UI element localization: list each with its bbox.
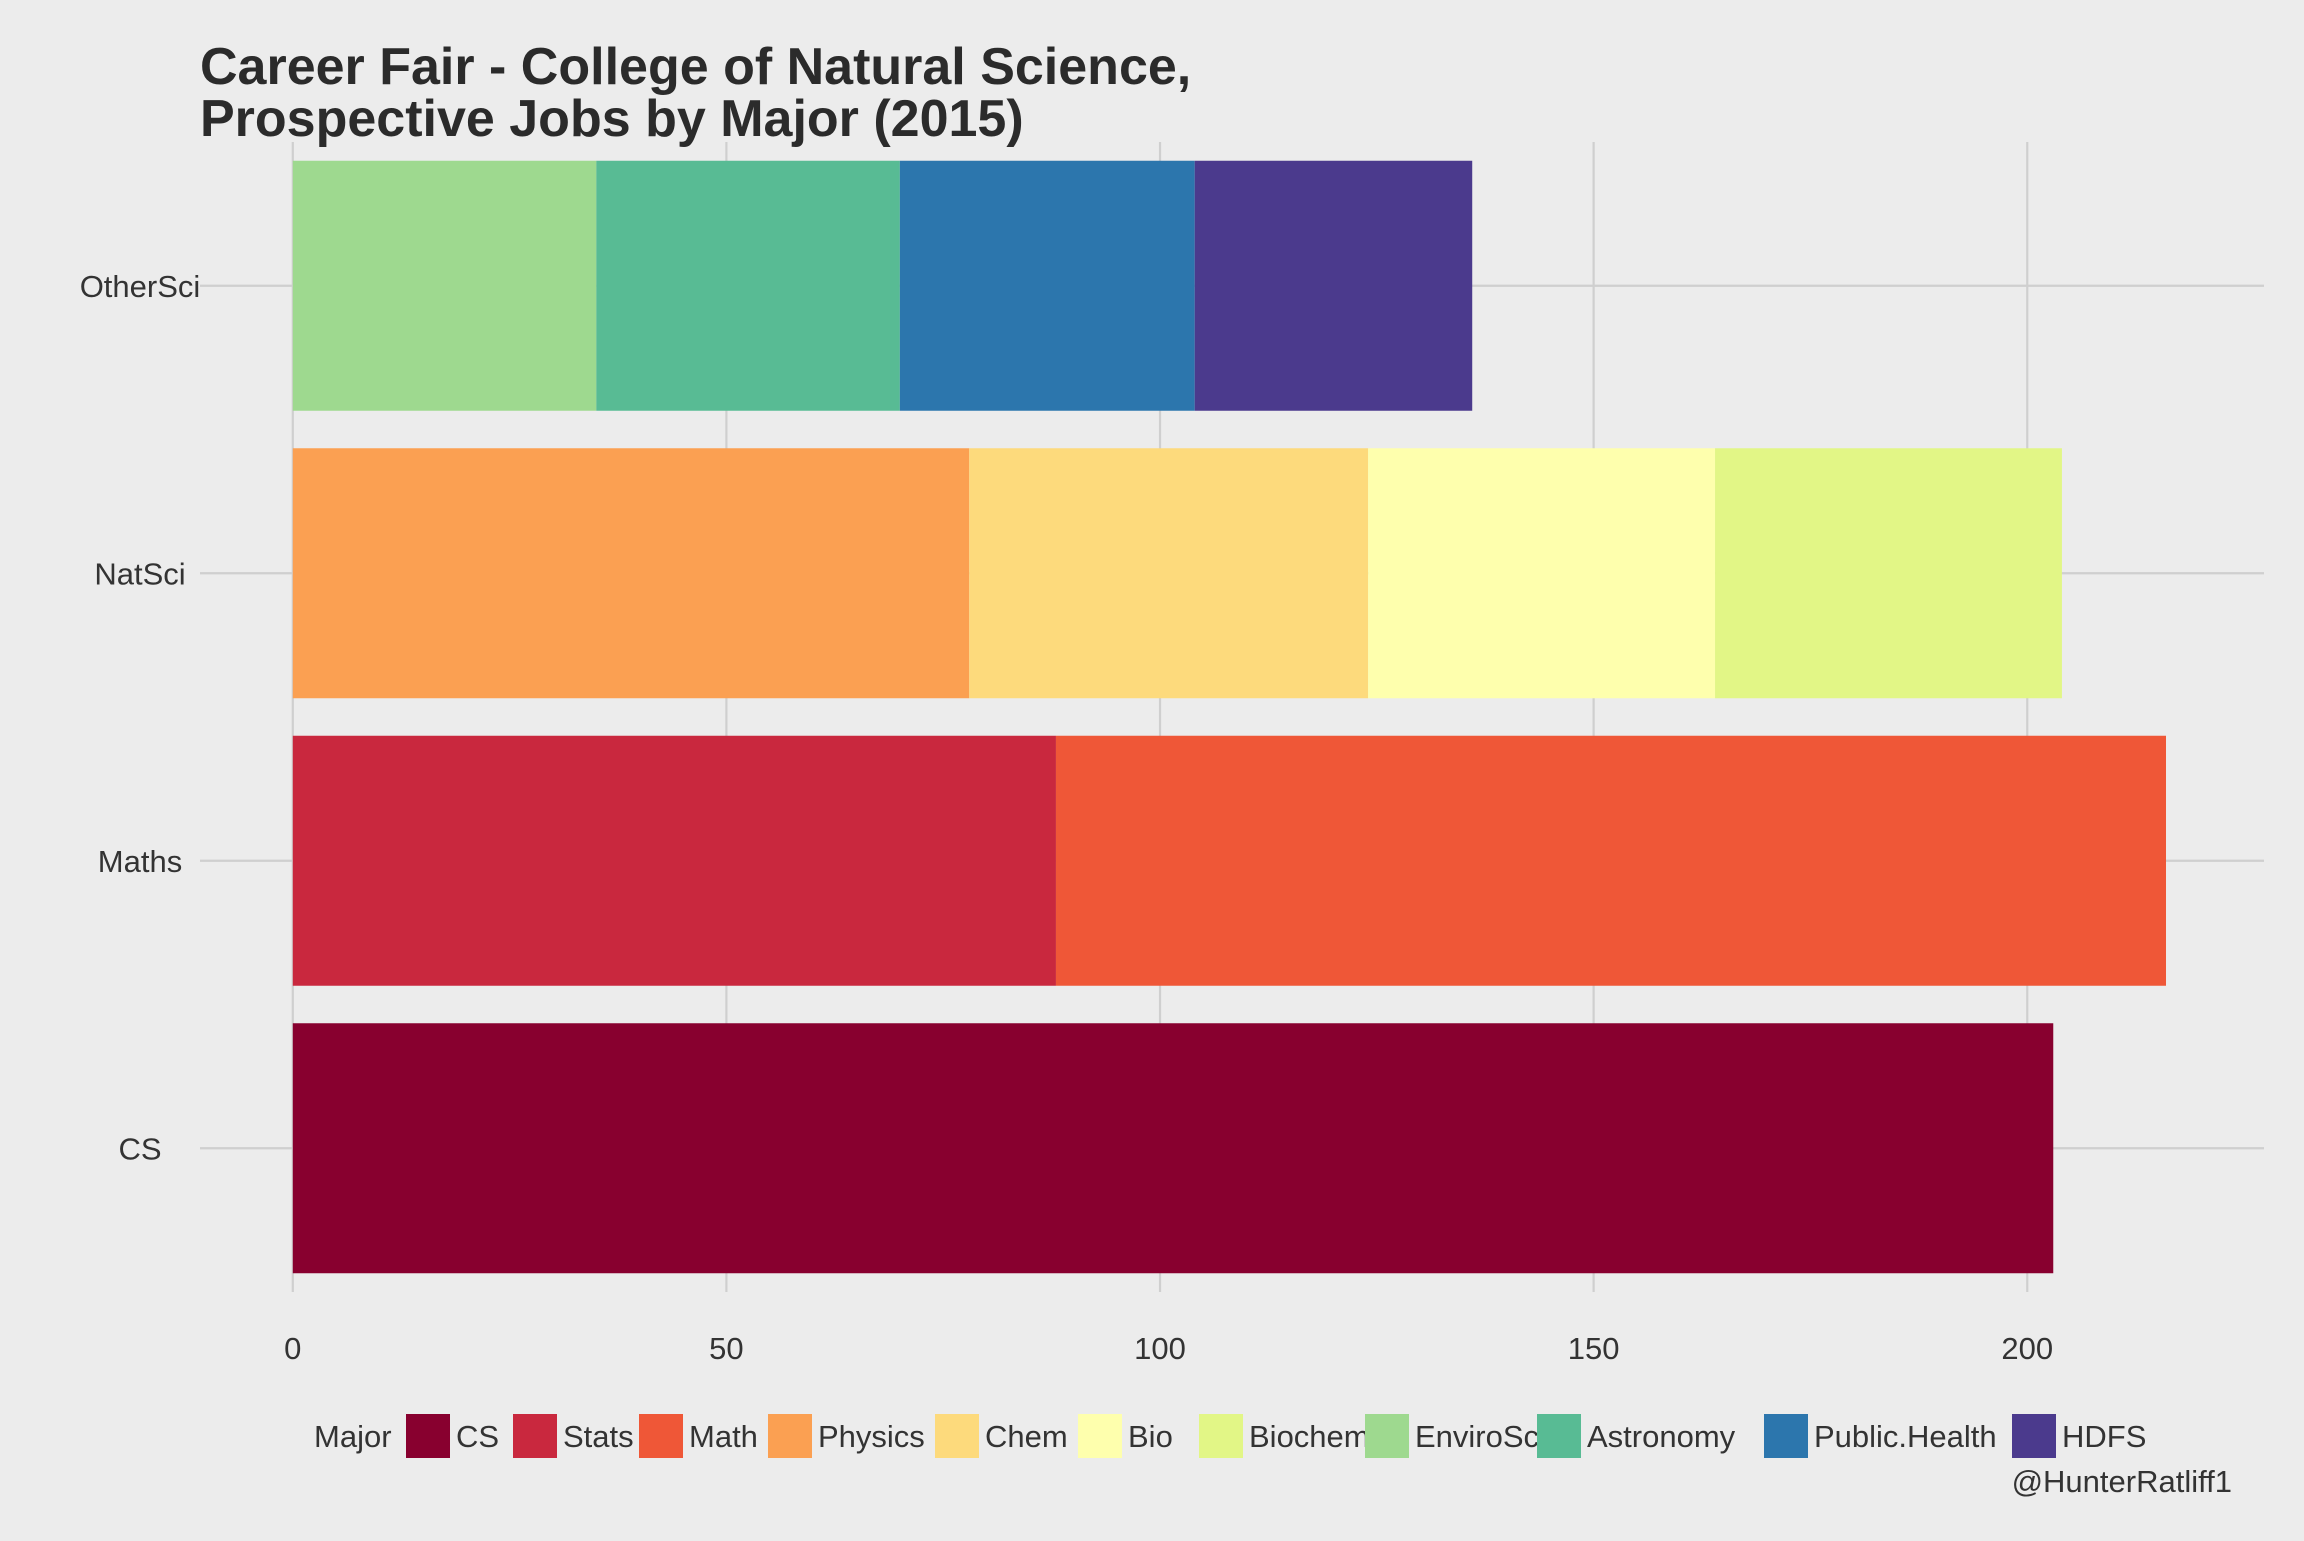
legend-label-cs: CS: [456, 1419, 499, 1454]
x-tick-label-100: 100: [1134, 1331, 1186, 1366]
y-tick-label-maths: Maths: [98, 844, 182, 879]
bar-othersci-public-health: [899, 160, 1195, 411]
legend-key-public-health: [1764, 1414, 1808, 1458]
legend-key-physics: [768, 1414, 812, 1458]
x-tick-label-0: 0: [284, 1331, 301, 1366]
legend-label-public-health: Public.Health: [1814, 1419, 1997, 1454]
x-axis: 0 50 100 150 200: [284, 1331, 2053, 1366]
legend-key-cs: [406, 1414, 450, 1458]
bar-maths-stats: [292, 735, 1056, 986]
bar-othersci-astronomy: [596, 160, 900, 411]
bar-cs-cs: [292, 1023, 2054, 1274]
x-tick-label-150: 150: [1568, 1331, 1620, 1366]
legend-label-bio: Bio: [1128, 1419, 1173, 1454]
legend-key-biochem: [1199, 1414, 1243, 1458]
legend-key-envirosci: [1365, 1414, 1409, 1458]
bars: [292, 160, 2167, 1274]
chart-title: Career Fair - College of Natural Science…: [200, 38, 1191, 148]
legend-key-math: [639, 1414, 683, 1458]
legend-label-chem: Chem: [985, 1419, 1068, 1454]
legend-label-math: Math: [689, 1419, 758, 1454]
chart-title-line-2: Prospective Jobs by Major (2015): [200, 90, 1024, 148]
bar-maths-math: [1055, 735, 2167, 986]
legend-label-biochem: Biochem: [1249, 1419, 1370, 1454]
legend-key-hdfs: [2012, 1414, 2056, 1458]
x-tick-label-50: 50: [709, 1331, 743, 1366]
bar-othersci-hdfs: [1194, 160, 1473, 411]
legend-key-stats: [513, 1414, 557, 1458]
chart-title-line-1: Career Fair - College of Natural Science…: [200, 38, 1191, 96]
legend-label-physics: Physics: [818, 1419, 925, 1454]
credit-text: @HunterRatliff1: [2012, 1464, 2232, 1499]
y-tick-label-cs: CS: [118, 1131, 161, 1166]
legend-key-bio: [1078, 1414, 1122, 1458]
legend-title: Major: [314, 1419, 392, 1454]
x-tick-label-200: 200: [2001, 1331, 2053, 1366]
legend: Major CS Stats Math Physics Chem Bio Biochem Env…: [314, 1414, 2146, 1458]
bar-othersci-envirosci: [292, 160, 597, 411]
bar-natsci-biochem: [1715, 448, 2062, 699]
legend-label-astronomy: Astronomy: [1587, 1419, 1736, 1454]
legend-label-hdfs: HDFS: [2062, 1419, 2146, 1454]
y-axis: OtherSci NatSci Maths CS: [80, 269, 201, 1167]
bar-natsci-physics: [292, 448, 970, 699]
legend-label-stats: Stats: [563, 1419, 634, 1454]
legend-label-envirosci: EnviroSci: [1415, 1419, 1546, 1454]
legend-key-astronomy: [1537, 1414, 1581, 1458]
legend-key-chem: [935, 1414, 979, 1458]
bar-natsci-chem: [969, 448, 1369, 699]
bar-natsci-bio: [1368, 448, 1716, 699]
y-tick-label-othersci: OtherSci: [80, 269, 201, 304]
y-tick-label-natsci: NatSci: [94, 556, 185, 591]
